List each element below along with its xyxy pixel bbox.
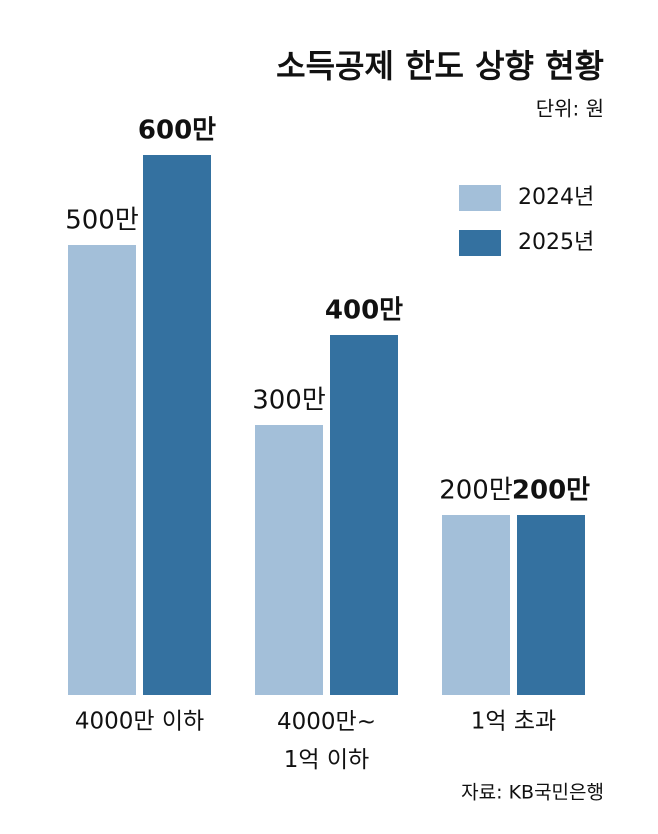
- legend-label: 2024년: [518, 185, 594, 210]
- x-tick-label: 1억 초과: [471, 709, 556, 735]
- x-tick-label: 4000만 이하: [75, 709, 204, 735]
- x-tick-label: 4000만~ 1억 이하: [277, 709, 376, 773]
- value-label: 500만: [65, 206, 139, 236]
- value-label: 200만: [439, 476, 513, 506]
- value-label: 600만: [138, 116, 216, 146]
- legend-label: 2025년: [518, 230, 594, 255]
- bar: [442, 515, 510, 695]
- value-label: 400만: [325, 296, 403, 326]
- source-note: 자료: KB국민은행: [461, 782, 604, 804]
- bar: [68, 245, 136, 695]
- legend-swatch: [459, 185, 501, 211]
- bar: [330, 335, 398, 695]
- value-label: 200만: [512, 476, 590, 506]
- unit-note: 단위: 원: [536, 97, 604, 121]
- chart-title: 소득공제 한도 상향 현황: [276, 47, 604, 85]
- bar: [143, 155, 211, 695]
- bar: [517, 515, 585, 695]
- legend-swatch: [459, 230, 501, 256]
- value-label: 300만: [252, 386, 326, 416]
- bar: [255, 425, 323, 695]
